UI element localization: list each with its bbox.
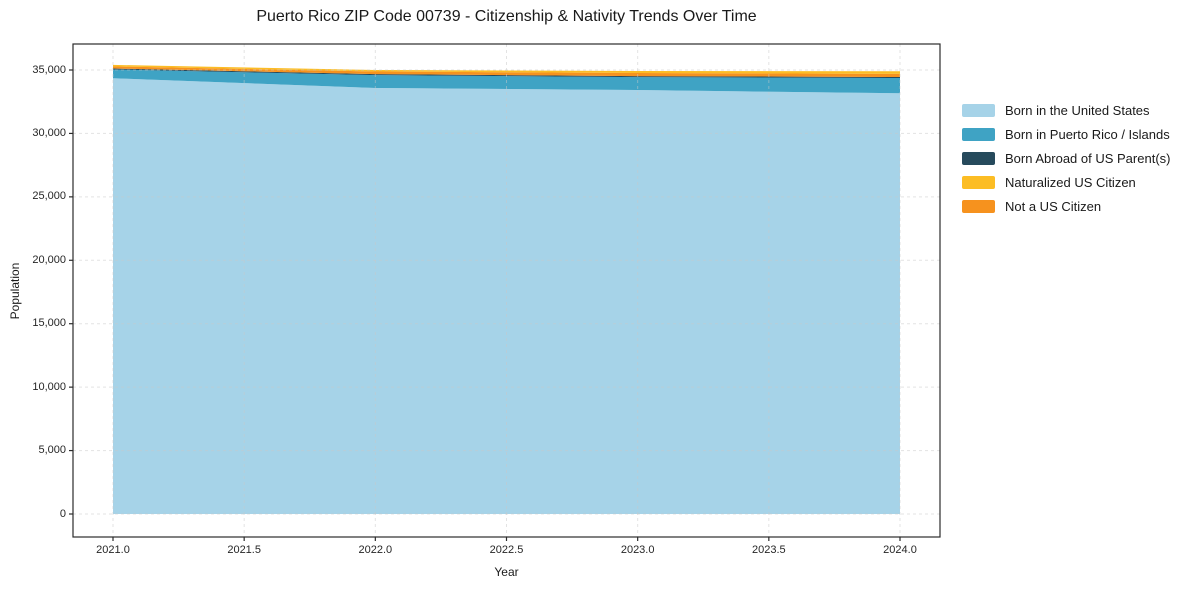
legend-label: Born in the United States (1005, 102, 1150, 118)
x-axis-label: Year (494, 565, 519, 579)
legend-item: Born in Puerto Rico / Islands (962, 126, 1170, 142)
x-tick-label: 2023.0 (620, 544, 655, 556)
legend-label: Not a US Citizen (1005, 198, 1102, 214)
legend-swatch-born-pr (962, 127, 995, 141)
legend-item: Naturalized US Citizen (962, 174, 1170, 190)
legend-item: Born Abroad of US Parent(s) (962, 150, 1171, 166)
area-not-a-us-citizen (113, 66, 900, 77)
y-tick-label: 0 (59, 507, 66, 520)
y-tick-label: 20,000 (32, 253, 66, 266)
y-tick-label: 35,000 (32, 63, 66, 76)
y-tick-label: 10,000 (32, 380, 66, 393)
area-naturalized-us-citizen (113, 64, 900, 74)
x-tick-label: 2021.5 (227, 544, 261, 556)
x-tick-label: 2024.0 (883, 544, 917, 556)
x-tick-label: 2022.0 (358, 544, 393, 556)
chart-title: Puerto Rico ZIP Code 00739 - Citizenship… (256, 8, 757, 25)
legend-item: Born in the United States (962, 102, 1170, 118)
y-tick-label: 30,000 (32, 126, 66, 139)
legend-swatch-born-us (962, 103, 995, 117)
legend: Born in the United States Born in Puerto… (962, 102, 1171, 214)
legend-swatch-born-abroad (962, 151, 995, 165)
x-tick-label: 2021.0 (96, 544, 130, 556)
y-tick-label: 25,000 (32, 190, 66, 203)
legend-label: Born Abroad of US Parent(s) (1005, 150, 1171, 166)
x-tick-label: 2022.5 (489, 544, 524, 556)
legend-swatch-not-citizen (962, 199, 995, 213)
x-tick-label: 2023.5 (752, 544, 786, 556)
legend-label: Born in Puerto Rico / Islands (1005, 126, 1170, 142)
legend-label: Naturalized US Citizen (1005, 174, 1136, 190)
legend-item: Not a US Citizen (962, 198, 1170, 214)
y-tick-label: 15,000 (32, 317, 66, 330)
y-tick-label: 5,000 (38, 444, 66, 457)
legend-swatch-naturalized (962, 175, 995, 189)
